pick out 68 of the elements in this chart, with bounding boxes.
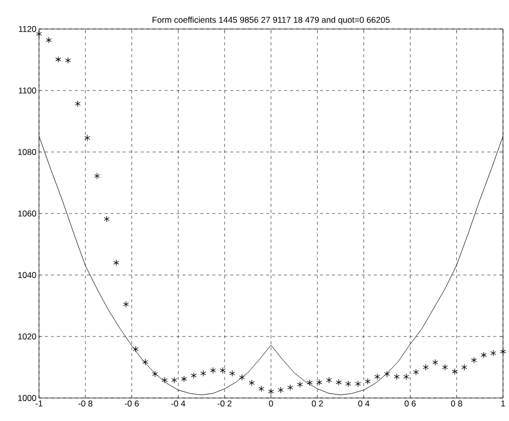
y-tick-label: 1080 [18,149,36,155]
point [413,368,419,376]
point [442,364,448,371]
point [36,30,42,38]
point [452,368,458,375]
point [500,348,506,355]
point [336,379,342,386]
point [297,381,303,388]
point [142,358,148,366]
point [200,370,206,377]
point [258,385,264,392]
point [268,388,274,395]
x-tick-label: 1 [501,400,505,406]
point [210,367,216,374]
point [490,350,496,356]
point [355,380,361,388]
point [123,300,129,308]
point [132,346,139,352]
point [55,56,62,63]
x-tick-label: -0 6 [124,400,139,407]
point [432,359,438,366]
x-tick-label: -0 8 [78,400,92,407]
chart-title: Form coefficients 1445 9856 27 9117 18 479 and quot=0 66205 [152,16,390,24]
point [471,356,477,364]
point [65,57,71,64]
y-tick-label: 1000 [18,395,36,401]
x-tick-label: 0 6 [404,400,416,407]
point [229,370,236,377]
point [248,380,255,386]
point [152,370,158,378]
point [74,100,81,108]
y-tick-label: 1100 [18,88,36,94]
y-tick-label: 1060 [18,210,36,216]
point [287,384,294,391]
point [94,172,100,180]
point [104,216,110,222]
point [480,352,487,358]
point [394,373,400,380]
point [403,373,410,380]
point [461,364,468,371]
x-tick-label: 0 [268,400,274,407]
point [306,379,313,386]
y-tick-label: 1120 [18,26,36,32]
x-tick-label: 0 4 [358,400,370,407]
x-tick-label: -0 4 [171,400,186,407]
point [220,367,226,374]
x-tick-label: -1 [36,400,42,406]
point [171,376,178,384]
point [181,376,187,382]
point [374,373,380,380]
point [113,259,120,266]
x-tick-label: 0 8 [451,400,462,407]
y-tick-label: 1020 [18,334,36,340]
x-tick-label: -0 2 [218,400,232,407]
point [190,372,197,379]
point [316,379,322,386]
point [364,378,371,385]
point [278,386,284,394]
x-tick-label: 0 2 [312,400,323,407]
point [326,376,332,384]
point [84,134,90,142]
point [384,370,390,378]
point [162,376,168,384]
point [422,364,429,371]
y-tick-label: 1040 [18,272,36,278]
point [345,380,352,388]
point [239,374,245,381]
point [46,36,52,44]
